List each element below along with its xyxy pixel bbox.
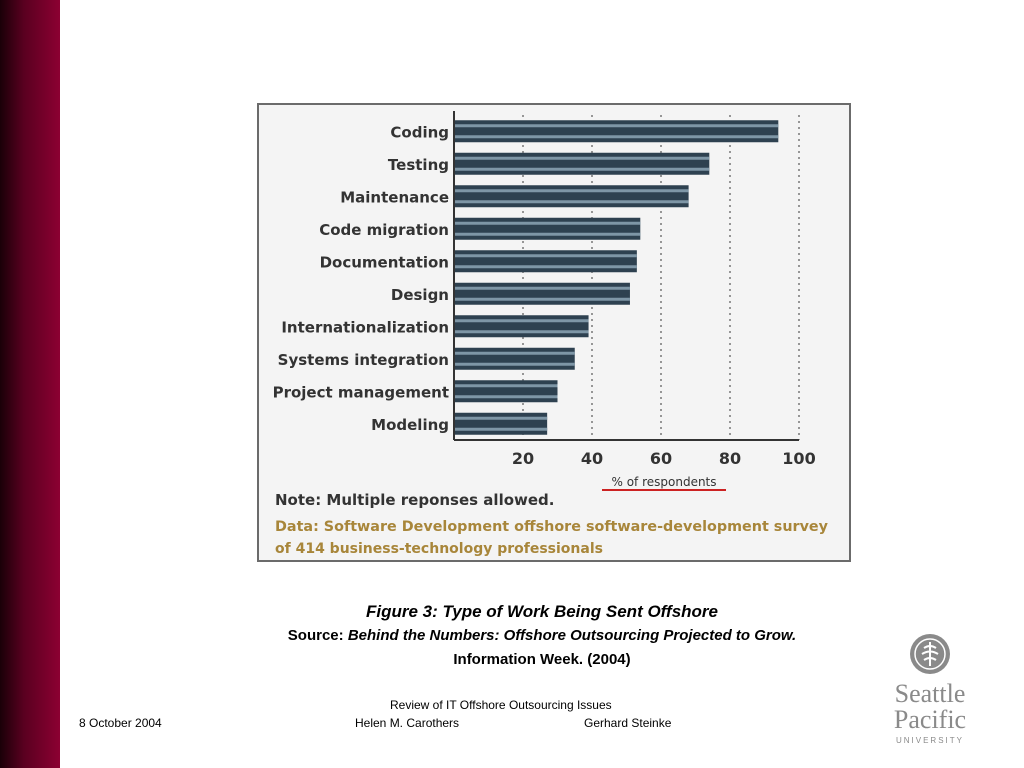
logo-word-seattle: Seattle bbox=[895, 679, 966, 708]
logo-word-university: UNIVERSITY bbox=[896, 736, 964, 745]
category-label: Internationalization bbox=[281, 318, 449, 336]
category-label: Documentation bbox=[320, 253, 449, 271]
bar bbox=[454, 282, 630, 305]
bar bbox=[454, 315, 589, 338]
chart-data-source-line-2: of 414 business-technology professionals bbox=[275, 541, 603, 557]
bar bbox=[454, 347, 575, 370]
x-tick-label: 40 bbox=[581, 449, 603, 468]
bar-chart: Coding Testing Maintenance Code migration Do… bbox=[273, 111, 828, 557]
source-label: Source: bbox=[287, 627, 344, 644]
bar-highlight bbox=[454, 362, 575, 366]
footer-author-1: Helen M. Carothers bbox=[355, 716, 460, 730]
bar-highlight bbox=[454, 384, 558, 388]
category-label: Code migration bbox=[319, 221, 449, 239]
bar-highlight bbox=[454, 351, 575, 355]
bar bbox=[454, 250, 637, 273]
footer-title: Review of IT Offshore Outsourcing Issues bbox=[390, 698, 612, 712]
bar-highlight bbox=[454, 297, 630, 301]
category-label: Modeling bbox=[371, 416, 449, 434]
x-axis-label: % of respondents bbox=[611, 475, 716, 489]
bar-highlight bbox=[454, 135, 779, 139]
bar-highlight bbox=[454, 232, 641, 236]
chart-image: Coding Testing Maintenance Code migration Do… bbox=[257, 103, 851, 562]
footer-date: 8 October 2004 bbox=[79, 716, 162, 730]
category-label: Design bbox=[391, 286, 449, 304]
category-label: Maintenance bbox=[340, 188, 449, 206]
bar-highlight bbox=[454, 265, 637, 269]
chart-data-source-line-1: Data: Software Development offshore soft… bbox=[275, 519, 828, 535]
x-tick-label: 20 bbox=[512, 449, 534, 468]
bar bbox=[454, 217, 641, 240]
maroon-sidebar bbox=[0, 0, 60, 768]
figure-source: Source: Behind the Numbers: Offshore Out… bbox=[60, 627, 1024, 644]
bar-highlight bbox=[454, 167, 710, 171]
bar bbox=[454, 120, 779, 143]
category-label: Testing bbox=[388, 156, 449, 174]
chart-note: Note: Multiple reponses allowed. bbox=[275, 491, 554, 509]
figure-title: Figure 3: Type of Work Being Sent Offsho… bbox=[365, 602, 718, 621]
bar bbox=[454, 185, 689, 208]
bar-highlight bbox=[454, 286, 630, 290]
category-label: Systems integration bbox=[278, 351, 449, 369]
bar-highlight bbox=[454, 124, 779, 128]
bar-highlight bbox=[454, 156, 710, 160]
logo-word-pacific: Pacific bbox=[894, 705, 966, 734]
source-title: Behind the Numbers: Offshore Outsourcing… bbox=[347, 627, 797, 644]
bar-highlight bbox=[454, 319, 589, 323]
bar-highlight bbox=[454, 189, 689, 193]
x-tick-label: 60 bbox=[650, 449, 672, 468]
bar-highlight bbox=[454, 427, 548, 431]
bar-highlight bbox=[454, 254, 637, 258]
bar-highlight bbox=[454, 221, 641, 225]
figure-source-publication: Information Week. (2004) bbox=[453, 651, 631, 668]
bar-highlight bbox=[454, 330, 589, 334]
category-label: Project management bbox=[273, 383, 449, 401]
bar bbox=[454, 380, 558, 403]
x-tick-label: 80 bbox=[719, 449, 741, 468]
footer-author-2: Gerhard Steinke bbox=[584, 716, 672, 730]
x-tick-label: 100 bbox=[782, 449, 815, 468]
bar bbox=[454, 412, 548, 435]
category-label: Coding bbox=[390, 123, 449, 141]
bar bbox=[454, 152, 710, 175]
bar-highlight bbox=[454, 416, 548, 420]
bar-highlight bbox=[454, 200, 689, 204]
bar-highlight bbox=[454, 395, 558, 399]
seattle-pacific-university-logo: Seattle Pacific UNIVERSITY bbox=[894, 634, 966, 745]
